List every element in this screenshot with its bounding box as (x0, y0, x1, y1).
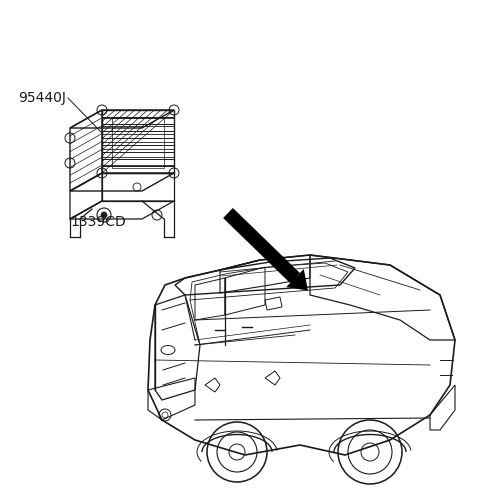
Text: 95440J: 95440J (18, 91, 66, 105)
Circle shape (101, 212, 107, 218)
Circle shape (292, 275, 298, 281)
Text: 1339CD: 1339CD (70, 215, 126, 229)
Polygon shape (286, 269, 308, 290)
Polygon shape (223, 208, 300, 283)
